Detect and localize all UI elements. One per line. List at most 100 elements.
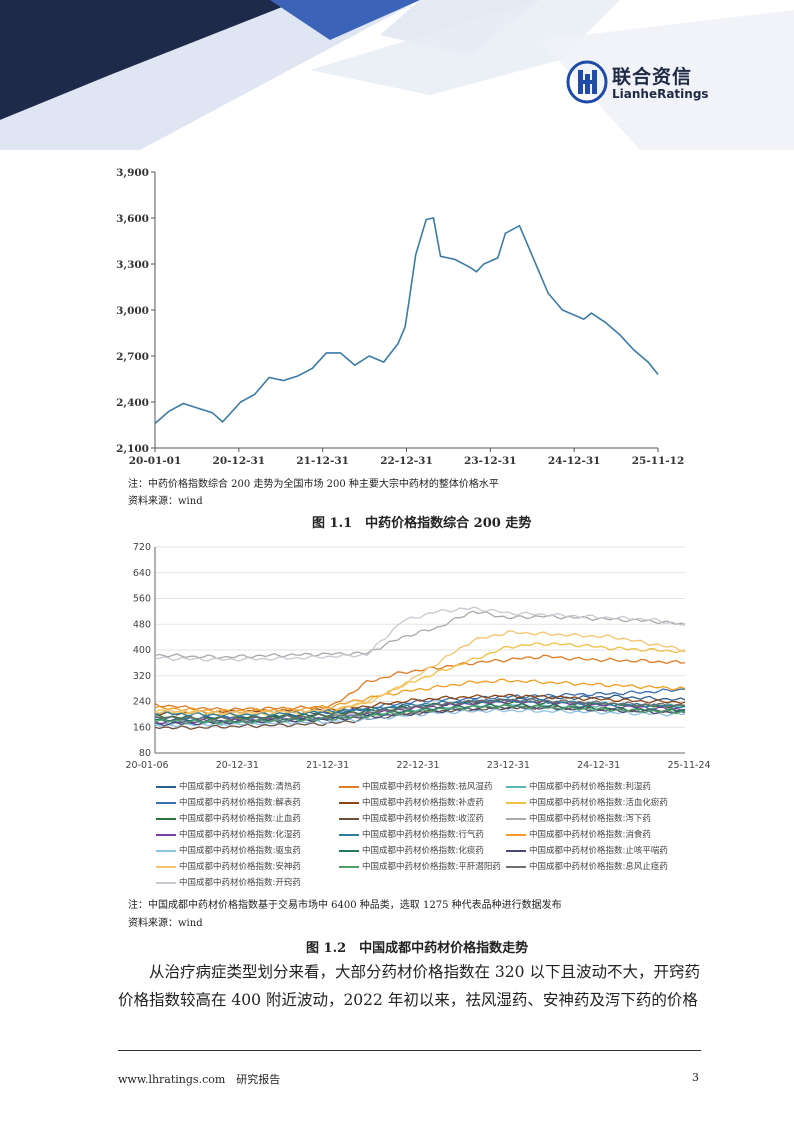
chart1-y-tick-label: 2,100 (116, 443, 149, 455)
chart1-y-tick-label: 2,400 (116, 397, 149, 409)
footer-divider (118, 1050, 701, 1051)
chart2-legend-label: 中国成都中药材价格指数:息风止痉药 (529, 862, 668, 872)
chart2-legend-swatch (156, 865, 176, 868)
chart2-series-line (154, 678, 686, 713)
chart2-legend-item: 中国成都中药材价格指数:息风止痉药 (506, 860, 668, 872)
chart2-y-tick-label: 640 (133, 568, 151, 579)
chart1-y-tick-label: 3,000 (116, 305, 149, 317)
logo-chinese-text: 联合资信 (612, 66, 693, 88)
chart2-legend-item: 中国成都中药材价格指数:祛风湿药 (339, 780, 492, 792)
chart2-y-tick-label: 160 (133, 722, 151, 733)
chart1-axes (154, 172, 658, 449)
chart2-legend-label: 中国成都中药材价格指数:解表药 (179, 798, 301, 808)
chart2-x-tick-label: 20-12-31 (216, 760, 259, 771)
chart2-legend-swatch (156, 849, 176, 852)
chart2-legend-item: 中国成都中药材价格指数:行气药 (339, 828, 484, 840)
chart1-x-tick-label: 22-12-31 (380, 455, 433, 467)
chart2-legend-swatch (506, 849, 526, 852)
chart2-legend-label: 中国成都中药材价格指数:活血化瘀药 (529, 798, 668, 808)
chart2-legend-label: 中国成都中药材价格指数:驱虫药 (179, 846, 301, 856)
chart2-legend-label: 中国成都中药材价格指数:消食药 (529, 830, 651, 840)
chart1-x-tick-label: 25-11-12 (632, 455, 685, 467)
chart2-legend: 中国成都中药材价格指数:清热药 中国成都中药材价格指数:祛风湿药 中国成都中药材价格… (156, 780, 716, 890)
chart2-y-tick-label: 80 (139, 748, 151, 759)
chart2-legend-label: 中国成都中药材价格指数:平肝潜阳药 (362, 862, 501, 872)
chart2-series-line (154, 698, 686, 722)
chart2-legend-label: 中国成都中药材价格指数:化湿药 (179, 830, 301, 840)
logo-english-text: LianheRatings (612, 87, 709, 101)
chart2-legend-item: 中国成都中药材价格指数:利湿药 (506, 780, 651, 792)
chart2-legend-item: 中国成都中药材价格指数:止咳平喘药 (506, 844, 668, 856)
chart2-legend-label: 中国成都中药材价格指数:开窍药 (179, 878, 301, 888)
chart1-x-tick-label: 23-12-31 (464, 455, 517, 467)
chart1-x-tick-label: 20-01-01 (129, 455, 182, 467)
chart2-legend-swatch (506, 865, 526, 868)
chart2-x-tick-label: 22-12-31 (396, 760, 439, 771)
chart2-legend-label: 中国成都中药材价格指数:清热药 (179, 782, 301, 792)
chart2-series-line (154, 630, 686, 715)
chart1-x-tick-label: 21-12-31 (296, 455, 349, 467)
chart1-y-tick-label: 3,300 (116, 259, 149, 271)
chart2-ticks: 80 160 240 320 400 480 560 640 720 20-01-06 20-12-… (125, 542, 710, 771)
chart2-series-line (154, 606, 685, 662)
chart2-grid (154, 546, 685, 754)
figure1-source: 资料来源：wind (128, 496, 203, 507)
chart2-series-line (154, 704, 685, 725)
chart2-legend-swatch (156, 801, 176, 804)
chart2-legend-item: 中国成都中药材价格指数:清热药 (156, 780, 301, 792)
chart2-legend-item: 中国成都中药材价格指数:化湿药 (156, 828, 301, 840)
lianhe-logo-icon (566, 60, 608, 104)
chart2-series-line (154, 610, 686, 659)
chart2-legend-swatch (339, 785, 359, 788)
chart2-y-tick-label: 560 (133, 594, 151, 605)
figure2-caption: 图 1.2 中国成都中药材价格指数走势 (306, 941, 529, 956)
chart2-y-tick-label: 240 (133, 697, 151, 708)
chart-chengdu-herb-index: 80 160 240 320 400 480 560 640 720 20-01-06 20-12-… (125, 542, 710, 771)
figure2-note: 注：中国成都中药材价格指数基于交易市场中 6400 种品类，选取 1275 种代… (128, 900, 562, 911)
chart2-legend-item: 中国成都中药材价格指数:活血化瘀药 (506, 796, 668, 808)
chart2-legend-item: 中国成都中药材价格指数:安神药 (156, 860, 301, 872)
chart2-legend-swatch (339, 849, 359, 852)
chart2-y-tick-label: 720 (133, 542, 151, 553)
chart2-legend-swatch (156, 833, 176, 836)
chart2-x-tick-label: 25-11-24 (667, 760, 710, 771)
chart2-legend-label: 中国成都中药材价格指数:利湿药 (529, 782, 651, 792)
chart1-y-tick-label: 3,900 (116, 167, 149, 179)
chart2-x-tick-label: 20-01-06 (125, 760, 168, 771)
chart-composite-200-index: 2,100 2,400 2,700 3,000 3,300 3,600 3,900 20-01… (116, 167, 684, 467)
figure2-source: 资料来源：wind (128, 918, 203, 929)
chart2-legend-swatch (156, 817, 176, 820)
chart2-legend-label: 中国成都中药材价格指数:化痰药 (362, 846, 484, 856)
chart2-legend-label: 中国成都中药材价格指数:止血药 (179, 814, 301, 824)
chart2-legend-item: 中国成都中药材价格指数:驱虫药 (156, 844, 301, 856)
footer-page-number: 3 (692, 1071, 699, 1084)
chart2-legend-swatch (506, 817, 526, 820)
chart2-legend-swatch (156, 785, 176, 788)
chart2-legend-label: 中国成都中药材价格指数:收涩药 (362, 814, 484, 824)
chart2-legend-item: 中国成都中药材价格指数:化痰药 (339, 844, 484, 856)
chart2-legend-swatch (339, 865, 359, 868)
chart2-legend-item: 中国成都中药材价格指数:止血药 (156, 812, 301, 824)
chart2-legend-label: 中国成都中药材价格指数:补虚药 (362, 798, 484, 808)
chart2-series-line (154, 708, 685, 728)
chart2-legend-swatch (506, 833, 526, 836)
chart2-legend-label: 中国成都中药材价格指数:祛风湿药 (362, 782, 493, 792)
header-banner-art (0, 0, 794, 150)
chart2-legend-item: 中国成都中药材价格指数:开窍药 (156, 876, 301, 888)
chart2-legend-label: 中国成都中药材价格指数:止咳平喘药 (529, 846, 668, 856)
chart2-legend-swatch (156, 881, 176, 884)
chart1-ticks: 2,100 2,400 2,700 3,000 3,300 3,600 3,900 20-01… (116, 167, 684, 467)
chart2-legend-label: 中国成都中药材价格指数:安神药 (179, 862, 301, 872)
chart2-legend-swatch (506, 785, 526, 788)
chart2-x-tick-label: 23-12-31 (487, 760, 530, 771)
chart2-series-line (154, 654, 686, 713)
chart2-legend-item: 中国成都中药材价格指数:平肝潜阳药 (339, 860, 501, 872)
chart2-legend-swatch (339, 833, 359, 836)
chart2-legend-item: 中国成都中药材价格指数:补虚药 (339, 796, 484, 808)
chart2-legend-item: 中国成都中药材价格指数:消食药 (506, 828, 651, 840)
chart2-legend-label: 中国成都中药材价格指数:行气药 (362, 830, 484, 840)
figure1-caption: 图 1.1 中药价格指数综合 200 走势 (312, 516, 532, 531)
chart2-y-tick-label: 400 (133, 645, 151, 656)
footer-website[interactable]: www.lhratings.com 研究报告 (118, 1073, 281, 1086)
chart1-y-tick-label: 2,700 (116, 351, 149, 363)
